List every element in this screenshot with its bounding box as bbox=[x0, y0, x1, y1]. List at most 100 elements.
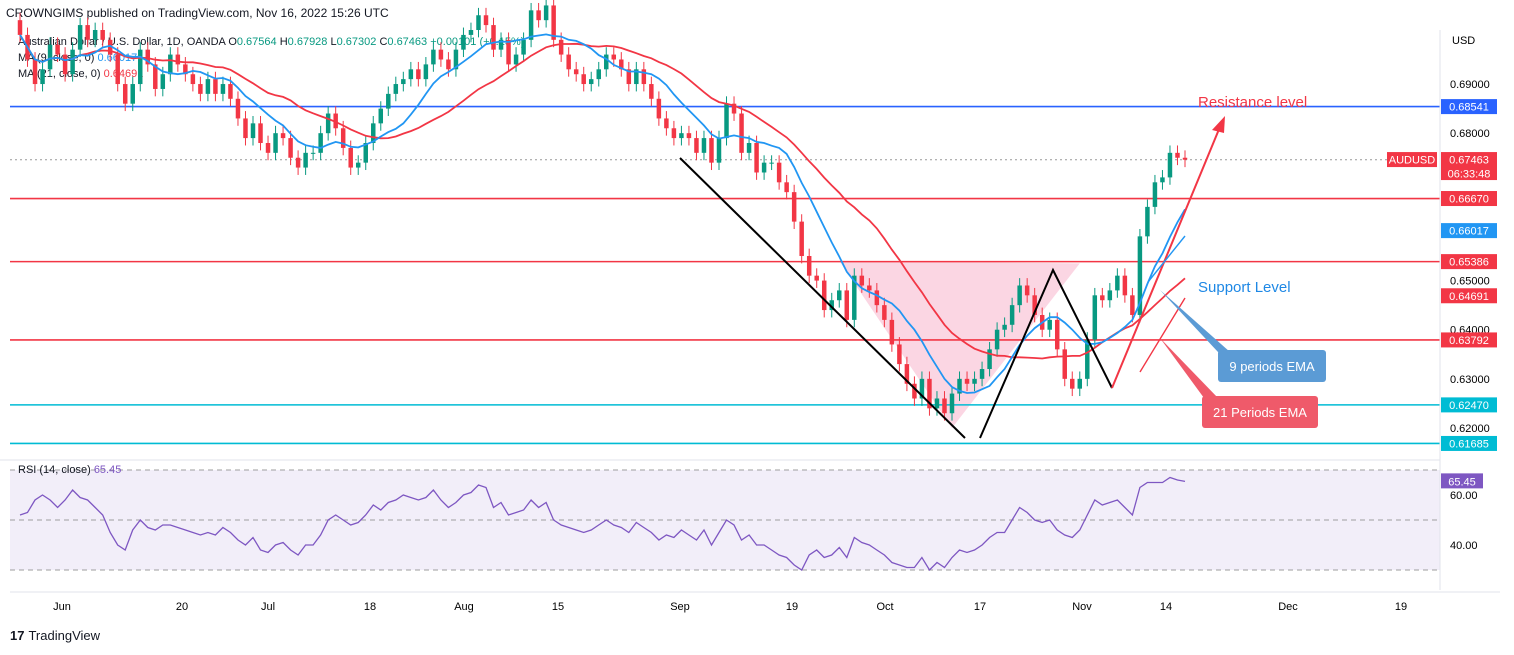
price-tag-label: 0.61685 bbox=[1449, 438, 1489, 450]
candle-body bbox=[220, 84, 226, 94]
price-tag bbox=[1441, 99, 1497, 115]
candle-body bbox=[904, 364, 910, 384]
price-tag-label: 0.63792 bbox=[1449, 335, 1489, 347]
support-annotation: Support Level bbox=[1198, 279, 1291, 296]
time-tick-label: 17 bbox=[974, 601, 986, 613]
ema9-callout-box bbox=[1218, 350, 1326, 382]
ema9-callout-tail bbox=[1160, 290, 1230, 352]
time-tick-label: 14 bbox=[1160, 601, 1172, 613]
rsi-tick-label: 60.00 bbox=[1450, 490, 1478, 502]
candle-body bbox=[641, 69, 647, 85]
candle-body bbox=[716, 138, 722, 163]
candle-body bbox=[77, 25, 83, 50]
candle-body bbox=[408, 69, 414, 80]
candle-body bbox=[912, 383, 917, 399]
w-pattern-line bbox=[979, 267, 1113, 439]
candle-body bbox=[431, 49, 436, 65]
candle-body bbox=[837, 290, 842, 301]
price-tag bbox=[1441, 254, 1497, 270]
candle-body bbox=[769, 162, 774, 164]
candle-body bbox=[198, 84, 203, 94]
candle-body bbox=[371, 123, 376, 144]
candle-body bbox=[438, 49, 444, 60]
candle-body bbox=[1122, 275, 1128, 296]
candle-body bbox=[130, 84, 135, 104]
candle-body bbox=[1182, 157, 1188, 160]
candle-body bbox=[235, 98, 241, 119]
symbol-tag-label: AUDUSD bbox=[1389, 155, 1436, 167]
candle-body bbox=[416, 69, 421, 80]
price-tag-label: 0.65386 bbox=[1449, 257, 1489, 269]
candle-body bbox=[874, 290, 880, 306]
candle-body bbox=[1002, 324, 1007, 330]
ema21-callout-label: 21 Periods EMA bbox=[1213, 405, 1307, 420]
candle-body bbox=[611, 54, 617, 60]
candle-body bbox=[686, 133, 692, 139]
candle-body bbox=[942, 398, 947, 414]
ema9-callout-label: 9 periods EMA bbox=[1229, 359, 1315, 374]
candle-body bbox=[393, 84, 399, 94]
candle-body bbox=[175, 54, 181, 65]
candle-body bbox=[972, 378, 977, 384]
candle-body bbox=[446, 59, 451, 70]
candle-body bbox=[1077, 378, 1083, 389]
countdown-label: 06:33:48 bbox=[1448, 169, 1491, 181]
rsi-value: 65.45 bbox=[93, 464, 122, 476]
candle-body bbox=[85, 25, 90, 40]
candle-body bbox=[386, 93, 391, 109]
candle-body bbox=[679, 133, 684, 139]
candle-body bbox=[551, 5, 556, 40]
ma21-line bbox=[19, 34, 1186, 360]
price-tick-label: 0.62000 bbox=[1450, 423, 1490, 435]
candle-body bbox=[739, 113, 744, 153]
candle-body bbox=[626, 69, 632, 85]
candle-body bbox=[528, 10, 534, 40]
candle-body bbox=[1100, 295, 1105, 301]
candle-body bbox=[1032, 295, 1037, 315]
candle-body bbox=[168, 54, 173, 75]
price-tags: 0.68541 0.67463 06:33:48 AUDUSD 0.66670 0.660… bbox=[1387, 99, 1497, 489]
candle-body bbox=[340, 128, 346, 148]
legend-ma21-row: MA (21, close, 0) 0.64691 bbox=[18, 66, 524, 82]
symbol-name: Australian Dollar / U.S. Dollar, 1D, OAN… bbox=[18, 36, 226, 48]
candle-body bbox=[1167, 152, 1173, 178]
candle-body bbox=[619, 59, 624, 70]
candle-body bbox=[1047, 319, 1052, 330]
candle-body bbox=[355, 162, 361, 168]
time-tick-label: Dec bbox=[1278, 601, 1298, 613]
candle-body bbox=[949, 393, 955, 414]
candle-body bbox=[859, 275, 865, 286]
candle-body bbox=[288, 138, 293, 158]
candle-body bbox=[776, 162, 782, 183]
time-tick-label: Jul bbox=[261, 601, 275, 613]
candle-body bbox=[303, 152, 308, 168]
candle-body bbox=[506, 39, 511, 65]
candle-body bbox=[889, 319, 895, 345]
candle-body bbox=[964, 378, 970, 384]
price-tag-label: 0.67463 bbox=[1449, 155, 1489, 167]
candle-body bbox=[318, 133, 323, 153]
price-tick-label: 0.65000 bbox=[1450, 276, 1490, 288]
high-label: H bbox=[279, 36, 288, 48]
candle-body bbox=[1062, 349, 1067, 379]
rsi-label: RSI (14, close) bbox=[18, 464, 91, 476]
rsi-line bbox=[19, 476, 1186, 572]
candle-body bbox=[333, 113, 338, 129]
candle-body bbox=[92, 30, 98, 40]
candle-body bbox=[1160, 177, 1165, 183]
price-tick-label: 0.68000 bbox=[1450, 128, 1490, 140]
candle-body bbox=[829, 300, 834, 311]
candle-body bbox=[190, 74, 196, 85]
candle-body bbox=[1115, 275, 1120, 291]
candle-body bbox=[731, 103, 737, 114]
arrow-head-icon bbox=[1212, 116, 1225, 133]
candle-body bbox=[243, 118, 248, 139]
candle-body bbox=[1145, 206, 1150, 237]
candle-body bbox=[799, 221, 804, 257]
candle-body bbox=[213, 79, 218, 94]
ema21-callout-box bbox=[1202, 396, 1318, 428]
candle-body bbox=[47, 44, 53, 70]
time-tick-label: Jun bbox=[53, 601, 71, 613]
candle-body bbox=[957, 378, 962, 394]
